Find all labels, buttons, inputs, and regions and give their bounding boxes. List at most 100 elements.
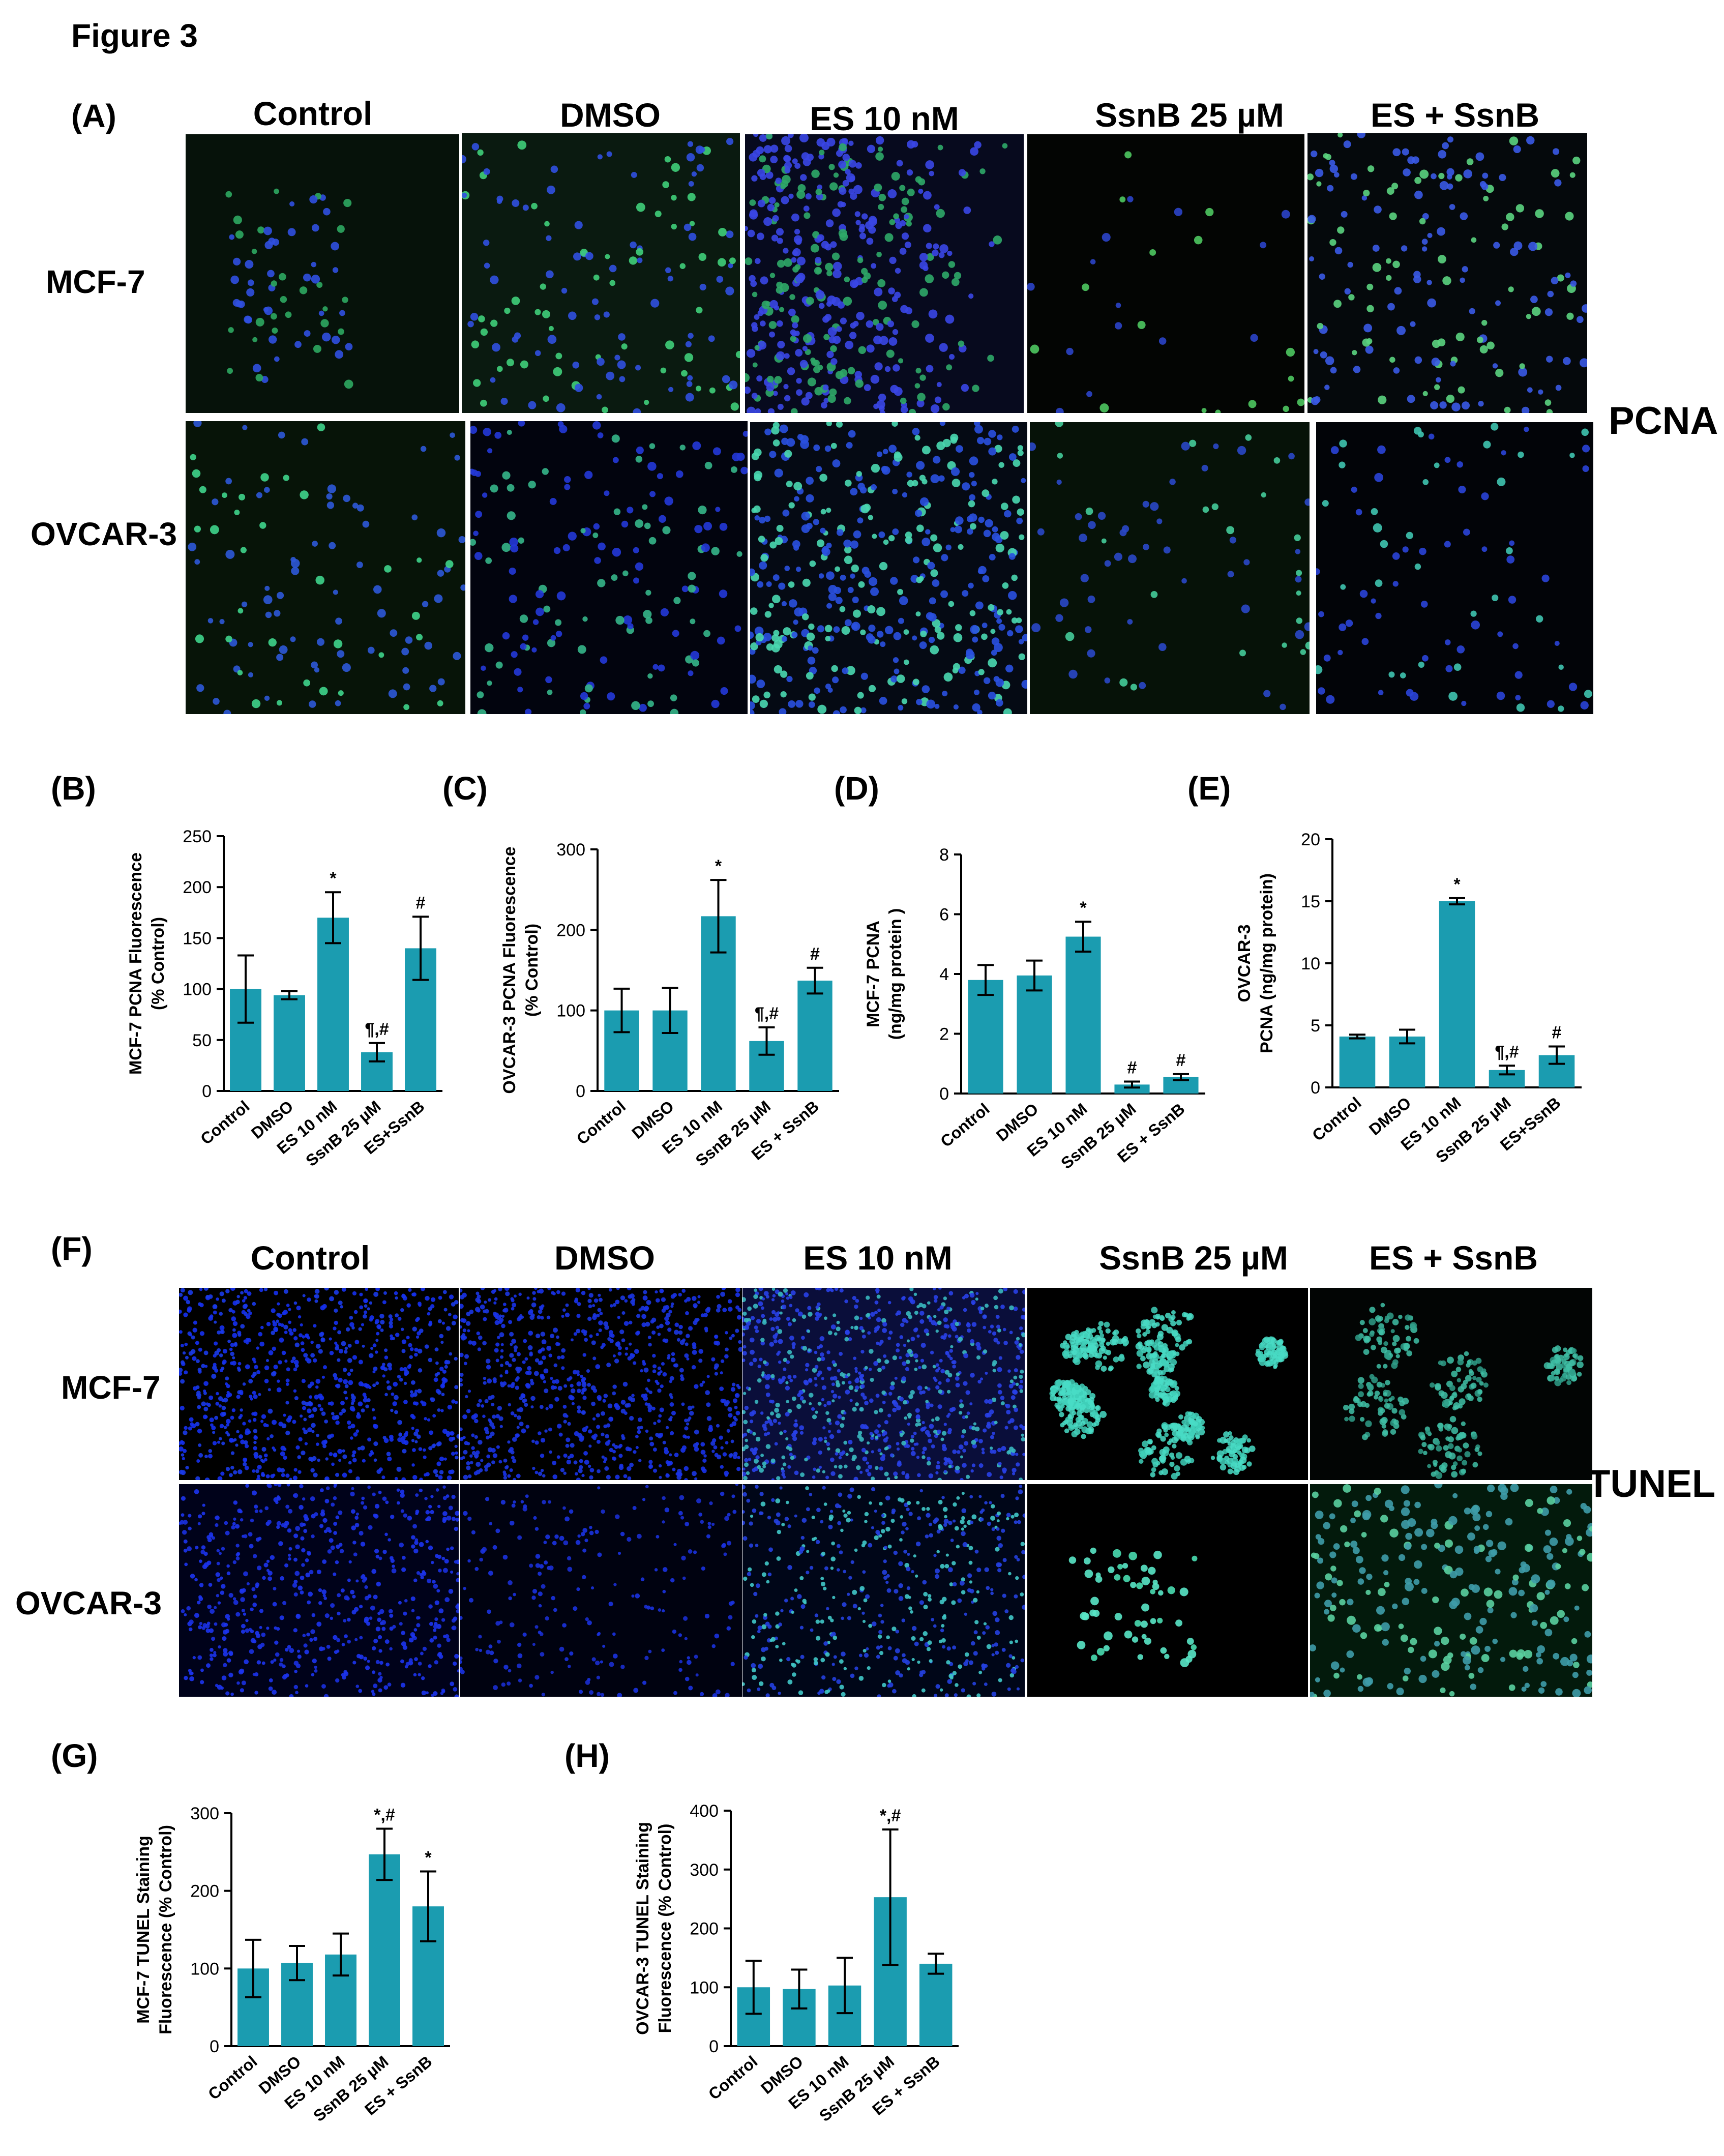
- y-tick-label: 8: [939, 845, 949, 865]
- pcna-col-es: ES 10 nM: [810, 100, 959, 137]
- tunel-mcf7-control-image: [179, 1288, 459, 1480]
- bar: [737, 1987, 770, 2046]
- y-axis-label: OVCAR-3: [1235, 924, 1254, 1002]
- y-tick-label: 5: [1311, 1016, 1320, 1036]
- tunel-row-ovcar3: OVCAR-3: [15, 1585, 162, 1621]
- x-tick-label: ES 10 nM: [1397, 1094, 1464, 1154]
- bar: [230, 989, 261, 1091]
- x-tick-label: SsnB 25 µM: [302, 1097, 384, 1170]
- bar: [797, 981, 833, 1091]
- pcna-side-label: PCNA: [1609, 399, 1718, 442]
- significance-label: #: [1552, 1023, 1562, 1042]
- tunel-row-mcf7: MCF-7: [61, 1369, 161, 1406]
- pcna-mcf7-ssnb-image: [1027, 134, 1304, 413]
- x-tick-label: Control: [937, 1100, 993, 1151]
- significance-label: ¶,#: [755, 1004, 779, 1023]
- significance-label: *: [1080, 898, 1087, 918]
- y-axis-label: Fluorescence (% Control): [656, 1824, 675, 2033]
- x-tick-label: DMSO: [628, 1097, 677, 1142]
- panel-label-e: (E): [1187, 770, 1231, 807]
- bar: [749, 1041, 784, 1091]
- bar: [1538, 1055, 1575, 1087]
- x-tick-label: Control: [1309, 1094, 1364, 1145]
- bar: [1339, 1036, 1376, 1087]
- bar: [701, 916, 736, 1091]
- bar: [412, 1906, 444, 2046]
- significance-label: *: [1453, 875, 1461, 894]
- bar: [325, 1954, 356, 2046]
- bar: [874, 1897, 907, 2046]
- pcna-mcf7-es-image: [745, 134, 1024, 413]
- x-tick-label: SsnB 25 µM: [310, 2052, 392, 2125]
- y-axis-label: (% Control): [148, 917, 168, 1010]
- y-tick-label: 200: [556, 921, 585, 940]
- pcna-col-ssnb: SsnB 25 µM: [1095, 96, 1284, 134]
- y-tick-label: 0: [202, 1082, 212, 1101]
- bar: [1489, 1070, 1525, 1087]
- x-tick-label: ES + SsnB: [1114, 1100, 1188, 1166]
- y-tick-label: 100: [556, 1001, 585, 1021]
- bar: [317, 918, 349, 1091]
- bar: [968, 980, 1003, 1094]
- y-tick-label: 0: [939, 1084, 949, 1104]
- x-tick-label: ES + SsnB: [361, 2052, 435, 2119]
- y-tick-label: 300: [190, 1804, 219, 1823]
- bar: [919, 1963, 953, 2046]
- significance-label: ¶,#: [365, 1020, 389, 1039]
- y-tick-label: 10: [1301, 954, 1320, 973]
- x-tick-label: SsnB 25 µM: [692, 1097, 774, 1170]
- pcna-mcf7-control-image: [186, 134, 459, 413]
- pcna-mcf7-dmso-image: [462, 133, 740, 413]
- tunel-mcf7-dmso-image: [460, 1288, 742, 1480]
- pcna-col-dmso: DMSO: [560, 96, 661, 134]
- y-axis-label: PCNA (ng/mg protein): [1257, 873, 1276, 1053]
- y-tick-label: 20: [1301, 830, 1320, 849]
- tunel-col-ssnb: SsnB 25 µM: [1099, 1239, 1288, 1277]
- tunel-mcf7-ssnb-image: [1027, 1288, 1308, 1480]
- bar: [369, 1854, 400, 2046]
- tunel-ovcar3-es-image: [742, 1484, 1025, 1697]
- tunel-mcf7-es-image: [742, 1288, 1025, 1480]
- significance-label: *,#: [880, 1806, 901, 1825]
- panel-label-a: (A): [71, 98, 116, 134]
- y-tick-label: 15: [1301, 892, 1320, 911]
- significance-label: #: [416, 893, 426, 912]
- significance-label: *: [715, 857, 722, 876]
- pcna-mcf7-es-ssnb-image: [1307, 133, 1587, 413]
- bar: [274, 995, 305, 1091]
- x-tick-label: DMSO: [248, 1097, 297, 1142]
- y-tick-label: 100: [690, 1978, 719, 1997]
- y-tick-label: 0: [709, 2037, 719, 2056]
- x-tick-label: ES 10 nM: [785, 2052, 852, 2113]
- tunel-side-label: TUNEL: [1587, 1462, 1716, 1505]
- tunel-ovcar3-dmso-image: [460, 1484, 742, 1697]
- significance-label: #: [1176, 1051, 1186, 1070]
- significance-label: ¶,#: [1495, 1042, 1519, 1061]
- x-tick-label: SsnB 25 µM: [1432, 1094, 1514, 1166]
- y-tick-label: 6: [939, 905, 949, 925]
- y-tick-label: 200: [183, 878, 212, 897]
- pcna-col-es-ssnb: ES + SsnB: [1371, 96, 1539, 134]
- y-axis-label: MCF-7 PCNA: [864, 921, 883, 1027]
- pcna-ovcar3-es-ssnb-image: [1316, 422, 1593, 714]
- y-tick-label: 2: [939, 1025, 949, 1044]
- pcna-row-mcf7: MCF-7: [46, 263, 145, 300]
- y-axis-label: (ng/mg protein ): [886, 908, 905, 1040]
- y-tick-label: 200: [190, 1882, 219, 1901]
- panel-label-g: (G): [51, 1737, 98, 1774]
- tunel-col-control: Control: [250, 1239, 370, 1277]
- x-tick-label: Control: [705, 2052, 761, 2104]
- significance-label: #: [1127, 1058, 1137, 1078]
- significance-label: *,#: [374, 1806, 395, 1825]
- y-axis-label: Fluorescence (% Control): [156, 1825, 175, 2034]
- y-tick-label: 150: [183, 929, 212, 948]
- bar: [1439, 901, 1475, 1087]
- bar: [1163, 1077, 1199, 1094]
- x-tick-label: DMSO: [993, 1100, 1042, 1145]
- x-tick-label: DMSO: [1365, 1094, 1415, 1139]
- bar: [783, 1989, 816, 2046]
- tunel-col-dmso: DMSO: [554, 1239, 655, 1277]
- figure-title: Figure 3: [71, 17, 198, 54]
- tunel-ovcar3-es-ssnb-image: [1310, 1484, 1592, 1697]
- pcna-ovcar3-ssnb-image: [1030, 422, 1310, 714]
